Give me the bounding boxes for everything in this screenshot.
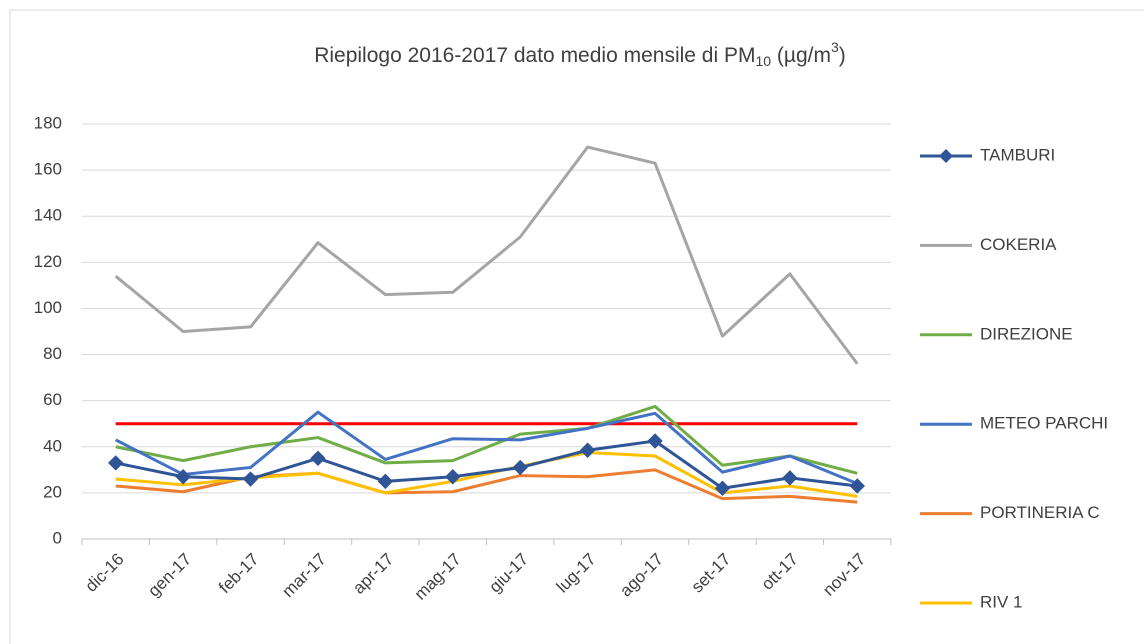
point-marker [445,469,461,485]
legend-label: METEO PARCHI [980,414,1108,433]
y-tick-label: 20 [43,482,62,501]
legend-label: COKERIA [980,235,1057,254]
point-marker [242,471,259,487]
point-marker [849,478,865,494]
series-line [115,439,858,490]
point-marker [310,450,326,467]
series-line [115,410,858,486]
chart-title: Riepilogo 2016-2017 dato medio mensile d… [314,39,846,69]
y-tick-label: 140 [34,206,62,225]
title-text: Riepilogo 2016-2017 dato medio mensile d… [314,44,755,67]
point-marker [175,469,191,485]
legend-label: DIREZIONE [980,324,1073,343]
legend-label: TAMBURI [980,145,1055,164]
title-mid: (µg/m [771,44,831,67]
legend-label: PORTINERIA C [980,503,1100,522]
legend-marker [939,149,953,163]
point-marker [377,473,394,490]
point-marker [782,470,798,486]
y-tick-label: 80 [43,344,62,363]
title-sup: 3 [831,39,839,55]
chart-border [9,9,1144,644]
y-tick-label: 100 [34,298,62,317]
point-marker [512,459,528,476]
y-tick-label: 60 [43,390,62,409]
point-marker [714,480,731,496]
point-marker [108,455,124,471]
point-marker [579,442,596,458]
y-tick-label: 120 [34,252,62,271]
title-sub: 10 [755,53,771,69]
legend-label: RIV 1 [980,592,1023,611]
y-tick-label: 160 [34,160,62,179]
title-end: ) [839,44,846,67]
series-line [114,145,859,365]
y-tick-label: 0 [53,528,62,547]
series-line [115,404,858,475]
y-tick-label: 40 [43,436,62,455]
y-tick-label: 180 [34,113,62,132]
point-marker [647,433,663,449]
